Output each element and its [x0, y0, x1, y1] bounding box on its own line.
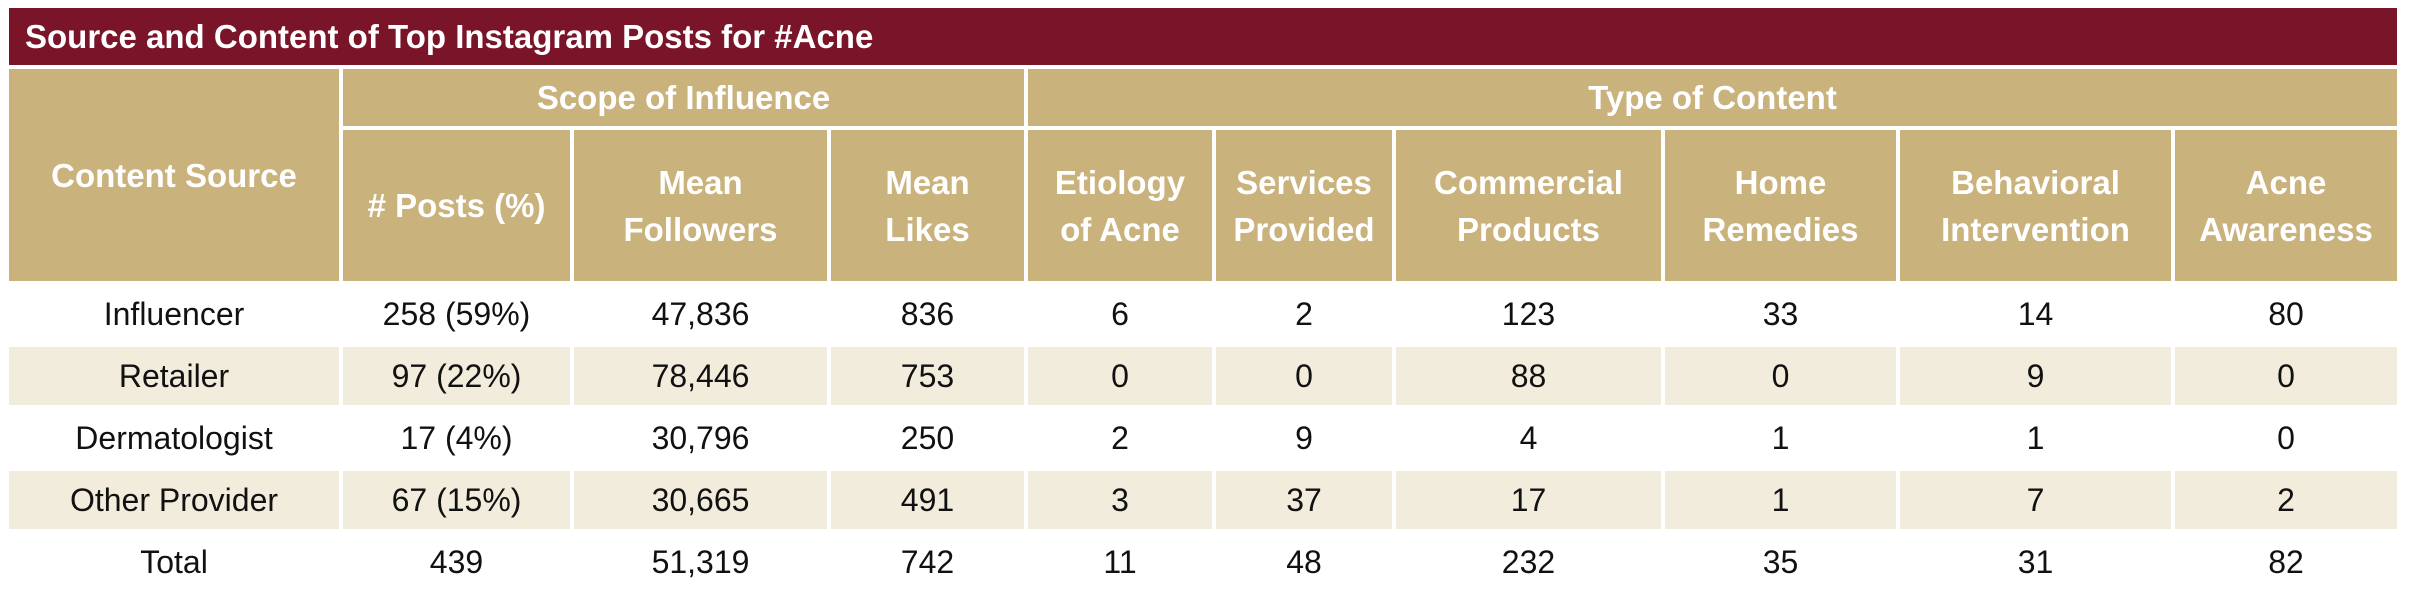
table-cell: 80 — [2268, 295, 2304, 332]
table-cell: 250 — [900, 419, 955, 456]
table-cell: 4 — [1519, 419, 1538, 456]
table-cell: 48 — [1286, 543, 1322, 580]
table-cell: 123 — [1501, 295, 1556, 332]
table-cell: 232 — [1501, 543, 1556, 580]
table-cell: 9 — [1295, 419, 1313, 456]
table-cell: 31 — [2017, 543, 2054, 580]
table-cell: 836 — [900, 295, 955, 332]
table-cell: 0 — [2277, 419, 2295, 456]
row-label: Dermatologist — [75, 419, 273, 456]
table-cell: 97 (22%) — [343, 347, 570, 405]
table-cell: 35 — [1762, 543, 1799, 580]
table-cell: 7 — [1900, 471, 2171, 529]
table-cell: 47,836 — [651, 295, 750, 332]
table-cell: 33 — [1762, 295, 1799, 332]
table-cell: 0 — [2175, 347, 2397, 405]
table-cell: 67 (15%) — [343, 471, 570, 529]
column-header: Services Provided — [1216, 130, 1392, 281]
table-cell: 11 — [1103, 543, 1137, 580]
column-header: Home Remedies — [1665, 130, 1896, 281]
column-header: Behavioral Intervention — [1900, 130, 2171, 281]
row-label: Total — [140, 543, 208, 580]
row-label: Other Provider — [9, 471, 339, 529]
table-cell: 0 — [1216, 347, 1392, 405]
table-cell: 2 — [1111, 419, 1129, 456]
table-title: Source and Content of Top Instagram Post… — [9, 8, 2397, 65]
table-cell: 30,796 — [651, 419, 750, 456]
table-cell: 14 — [2017, 295, 2054, 332]
column-header: Acne Awareness — [2175, 130, 2397, 281]
table-cell: 439 — [429, 543, 484, 580]
column-header: Mean Likes — [831, 130, 1024, 281]
column-header: Mean Followers — [574, 130, 827, 281]
table-cell: 17 — [1396, 471, 1661, 529]
column-header: Etiology of Acne — [1028, 130, 1212, 281]
row-label: Retailer — [9, 347, 339, 405]
corner-header: Content Source — [9, 69, 339, 281]
column-header: Commercial Products — [1396, 130, 1661, 281]
column-header: # Posts (%) — [343, 130, 570, 281]
table-cell: 1 — [2026, 419, 2045, 456]
table-cell: 6 — [1111, 295, 1129, 332]
group-header: Scope of Influence — [343, 69, 1024, 126]
table-cell: 753 — [831, 347, 1024, 405]
table-cell: 3 — [1028, 471, 1212, 529]
row-label: Influencer — [103, 295, 245, 332]
table-cell: 258 (59%) — [382, 295, 531, 332]
table-cell: 2 — [2175, 471, 2397, 529]
table-cell: 2 — [1295, 295, 1313, 332]
table-cell: 491 — [831, 471, 1024, 529]
table-cell: 82 — [2268, 543, 2304, 580]
table-cell: 1 — [1771, 419, 1790, 456]
table-cell: 17 (4%) — [400, 419, 513, 456]
table-cell: 78,446 — [574, 347, 827, 405]
table-cell: 9 — [1900, 347, 2171, 405]
table-cell: 88 — [1396, 347, 1661, 405]
table-cell: 1 — [1665, 471, 1896, 529]
group-header: Type of Content — [1028, 69, 2397, 126]
table-cell: 742 — [900, 543, 955, 580]
table-cell: 0 — [1028, 347, 1212, 405]
table-cell: 51,319 — [651, 543, 750, 580]
table-cell: 30,665 — [574, 471, 827, 529]
table-cell: 37 — [1216, 471, 1392, 529]
table: Content Source Scope of Influence Type of … — [9, 69, 2397, 591]
table-cell: 0 — [1665, 347, 1896, 405]
